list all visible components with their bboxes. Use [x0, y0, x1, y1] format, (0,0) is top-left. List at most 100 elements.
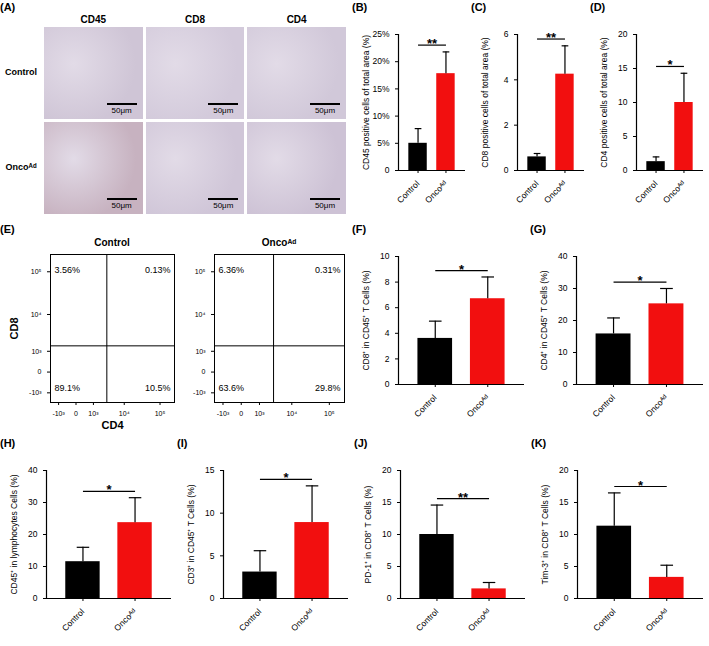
svg-text:CD4⁺ in CD45⁺ T Cells (%): CD4⁺ in CD45⁺ T Cells (%) [539, 270, 549, 370]
svg-text:Control: Control [414, 607, 441, 634]
svg-text:*: * [459, 262, 465, 277]
svg-text:10: 10 [382, 529, 392, 539]
svg-text:Oncoᴬᵈ: Oncoᴬᵈ [542, 179, 568, 205]
svg-text:Oncoᴬᵈ: Oncoᴬᵈ [644, 607, 670, 633]
svg-text:5: 5 [623, 131, 628, 141]
svg-text:0: 0 [385, 165, 390, 175]
svg-text:0: 0 [239, 410, 243, 417]
svg-text:10%: 10% [372, 111, 389, 121]
svg-text:10⁴: 10⁴ [195, 311, 206, 318]
svg-text:10: 10 [618, 97, 628, 107]
svg-text:10⁵: 10⁵ [31, 268, 42, 275]
svg-text:Control: Control [591, 607, 618, 634]
svg-text:20: 20 [558, 315, 568, 325]
svg-text:0: 0 [385, 379, 390, 389]
svg-text:5: 5 [387, 561, 392, 571]
svg-text:Control: Control [633, 179, 660, 206]
svg-text:10⁵: 10⁵ [195, 268, 206, 275]
svg-text:Control: Control [514, 179, 541, 206]
svg-text:Oncoᴬᵈ: Oncoᴬᵈ [112, 607, 138, 633]
svg-text:Oncoᴬᵈ: Oncoᴬᵈ [289, 607, 315, 633]
svg-text:**: ** [427, 36, 438, 51]
svg-text:CD8: CD8 [8, 317, 20, 339]
svg-text:Oncoᴬᵈ: Oncoᴬᵈ [661, 179, 687, 205]
svg-text:10: 10 [205, 508, 215, 518]
svg-text:CD45 positive cells of total a: CD45 positive cells of total area (%) [361, 35, 371, 170]
svg-text:29.8%: 29.8% [315, 383, 341, 393]
svg-text:Control: Control [237, 607, 264, 634]
svg-text:CD8⁺ in CD45⁺ T Cells (%): CD8⁺ in CD45⁺ T Cells (%) [361, 270, 371, 370]
svg-text:10: 10 [380, 251, 390, 261]
svg-text:-10³: -10³ [193, 389, 206, 396]
svg-text:10³: 10³ [88, 410, 99, 417]
svg-text:**: ** [546, 30, 557, 45]
svg-text:89.1%: 89.1% [55, 383, 81, 393]
svg-text:10³: 10³ [195, 348, 206, 355]
svg-text:Tim-3⁺ in CD8⁺ T Cells (%): Tim-3⁺ in CD8⁺ T Cells (%) [540, 484, 550, 584]
svg-text:0: 0 [210, 593, 215, 603]
svg-text:0.13%: 0.13% [145, 265, 171, 275]
svg-text:Control: Control [395, 179, 422, 206]
svg-text:10⁵: 10⁵ [155, 410, 166, 417]
svg-text:Control: Control [590, 393, 617, 420]
svg-text:*: * [106, 482, 112, 497]
svg-text:40: 40 [28, 465, 38, 475]
svg-text:Oncoᴬᵈ: Oncoᴬᵈ [423, 179, 449, 205]
svg-text:0.31%: 0.31% [315, 265, 341, 275]
svg-text:10⁴: 10⁴ [119, 410, 130, 417]
svg-text:10.5%: 10.5% [145, 383, 171, 393]
svg-text:10: 10 [558, 347, 568, 357]
svg-text:4: 4 [504, 75, 509, 85]
svg-text:CD45⁺ in lymphocytes Cells (%): CD45⁺ in lymphocytes Cells (%) [9, 474, 19, 594]
svg-text:30: 30 [558, 283, 568, 293]
svg-text:0: 0 [504, 165, 509, 175]
svg-text:0: 0 [38, 368, 42, 375]
svg-text:30: 30 [28, 497, 38, 507]
svg-text:10³: 10³ [31, 348, 42, 355]
svg-text:40: 40 [558, 251, 568, 261]
svg-text:0: 0 [563, 379, 568, 389]
svg-text:20: 20 [28, 529, 38, 539]
svg-text:CD3⁺ in CD45⁺ T Cells (%): CD3⁺ in CD45⁺ T Cells (%) [186, 484, 196, 584]
svg-text:15: 15 [382, 497, 392, 507]
svg-text:-10³: -10³ [52, 410, 65, 417]
svg-text:CD4: CD4 [101, 419, 124, 431]
svg-text:15: 15 [559, 497, 569, 507]
svg-text:6: 6 [504, 29, 509, 39]
svg-text:10³: 10³ [254, 410, 265, 417]
svg-text:6: 6 [385, 302, 390, 312]
svg-text:0: 0 [623, 165, 628, 175]
svg-text:8: 8 [385, 277, 390, 287]
svg-text:**: ** [458, 490, 469, 505]
svg-text:20%: 20% [372, 56, 389, 66]
svg-text:0: 0 [74, 410, 78, 417]
svg-text:20: 20 [559, 465, 569, 475]
svg-text:3.56%: 3.56% [55, 265, 81, 275]
svg-text:15: 15 [205, 465, 215, 475]
svg-text:4: 4 [385, 328, 390, 338]
svg-text:*: * [283, 470, 289, 485]
svg-text:Control: Control [60, 607, 87, 634]
svg-text:10⁴: 10⁴ [286, 410, 297, 417]
svg-text:63.6%: 63.6% [219, 383, 245, 393]
svg-text:20: 20 [382, 465, 392, 475]
svg-text:-10³: -10³ [217, 410, 230, 417]
svg-text:PD-1⁺ in CD8⁺ T Cells (%): PD-1⁺ in CD8⁺ T Cells (%) [363, 485, 373, 583]
svg-text:0: 0 [564, 593, 569, 603]
svg-text:CD4 positive cells of total ar: CD4 positive cells of total area (%) [599, 37, 609, 168]
svg-text:5: 5 [210, 551, 215, 561]
svg-text:10: 10 [559, 529, 569, 539]
svg-text:15%: 15% [372, 84, 389, 94]
svg-text:Oncoᴬᵈ: Oncoᴬᵈ [466, 607, 492, 633]
svg-text:10⁴: 10⁴ [31, 311, 42, 318]
svg-text:Oncoᴬᵈ: Oncoᴬᵈ [643, 393, 669, 419]
svg-text:5: 5 [564, 561, 569, 571]
svg-text:25%: 25% [372, 29, 389, 39]
svg-text:*: * [667, 57, 673, 72]
svg-text:0: 0 [387, 593, 392, 603]
svg-text:Control: Control [412, 393, 439, 420]
svg-text:Oncoᴬᵈ: Oncoᴬᵈ [465, 393, 491, 419]
svg-text:6.36%: 6.36% [219, 265, 245, 275]
svg-text:2: 2 [385, 354, 390, 364]
svg-text:*: * [638, 478, 644, 493]
